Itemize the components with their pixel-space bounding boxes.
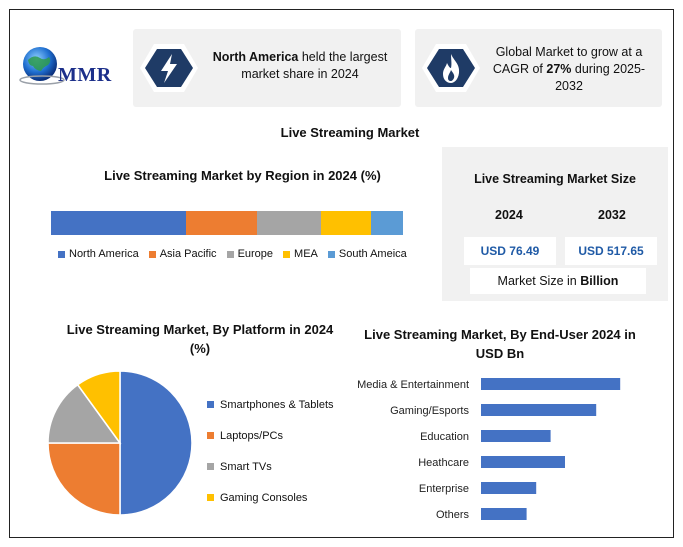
pie-slice-smart-tvs [47,383,122,444]
pie-legend-item: Laptops/PCs [207,420,334,451]
enduser-bar-media-entertainment [481,378,621,390]
legend-swatch [207,432,214,439]
region-segment-asia-pacific [186,211,258,235]
region-segment-europe [257,211,322,235]
pie-slice-smartphones-tablets [119,370,193,516]
main-title: Live Streaming Market [280,125,420,140]
enduser-category-label: Education [420,431,469,443]
enduser-category-label: Gaming/Esports [390,405,469,417]
lightning-bolt-icon [140,44,198,92]
enduser-bar-chart: Media & Entertainment Gaming/Esports Educa… [357,378,621,521]
pie-legend-item: Smart TVs [207,451,334,482]
region-legend-item: MEA [283,248,318,260]
year-2032-label: 2032 [598,208,626,222]
region-legend: North America Asia Pacific Europe MEA South … [58,248,407,260]
enduser-category-label: Heathcare [418,457,469,469]
region-legend-item: South Ameica [327,248,407,260]
region-chart-title: Live Streaming Market by Region in 2024 … [104,168,381,183]
highlight-text-region: North America held the largest market sh… [212,50,388,81]
pie-slice-gaming-consoles [76,370,121,446]
highlight-text-cagr: Global Market to grow at a CAGR of 27% d… [492,45,646,93]
legend-swatch [207,463,214,470]
legend-swatch [327,250,335,258]
highlight-card-region: North America held the largest market sh… [133,29,401,107]
legend-label: Asia Pacific [159,248,217,260]
legend-swatch [207,401,214,408]
legend-swatch [148,250,156,258]
value-2024: USD 76.49 [464,237,556,265]
legend-swatch [58,250,65,258]
year-2024-label: 2024 [495,208,523,222]
platform-pie-chart [47,370,193,516]
pie-legend-item: Smartphones & Tablets [207,389,334,420]
region-stacked-bar [51,211,403,235]
value-2032: USD 517.65 [565,237,657,265]
platform-legend: Smartphones & Tablets Laptops/PCs Smart TV… [207,389,334,513]
enduser-category-label: Media & Entertainment [357,379,469,391]
region-legend-item: Europe [226,248,274,260]
flame-icon [422,44,480,92]
market-size-panel: Live Streaming Market Size 2024 2032 USD… [442,147,668,301]
legend-label: Laptops/PCs [220,429,283,442]
region-segment-north-america [51,211,187,235]
legend-label: Smart TVs [220,460,272,473]
enduser-bar-enterprise [481,482,537,494]
legend-label: Europe [237,248,274,260]
enduser-bar-others [481,508,527,520]
market-size-unit: Market Size in Billion [470,268,646,294]
region-legend-item: Asia Pacific [148,248,217,260]
highlight-card-cagr: Global Market to grow at a CAGR of 27% d… [415,29,662,107]
pie-legend-item: Gaming Consoles [207,482,334,513]
platform-chart-title: Live Streaming Market, By Platform in 20… [66,322,334,356]
enduser-chart-title: Live Streaming Market, By End-User 2024 … [364,327,636,361]
enduser-bar-gaming-esports [481,404,597,416]
enduser-bar-heathcare [481,456,565,468]
legend-swatch [226,250,234,258]
mmr-logo: MMR [18,42,128,92]
region-segment-mea [321,211,371,235]
legend-label: MEA [294,248,318,260]
market-size-title: Live Streaming Market Size [474,172,636,186]
legend-label: North America [69,248,139,260]
region-segment-south-ameica [370,211,403,235]
enduser-category-label: Others [436,509,470,521]
enduser-bar-education [481,430,551,442]
legend-label: South Ameica [338,248,407,260]
region-legend-item: North America [58,248,139,260]
legend-label: Gaming Consoles [220,491,308,504]
pie-slice-laptops-pcs [47,442,121,516]
legend-label: Smartphones & Tablets [220,398,334,411]
globe-logo-icon [19,47,65,85]
legend-swatch [207,494,214,501]
brand-name: MMR [58,64,112,86]
enduser-category-label: Enterprise [419,483,469,495]
legend-swatch [283,250,291,258]
